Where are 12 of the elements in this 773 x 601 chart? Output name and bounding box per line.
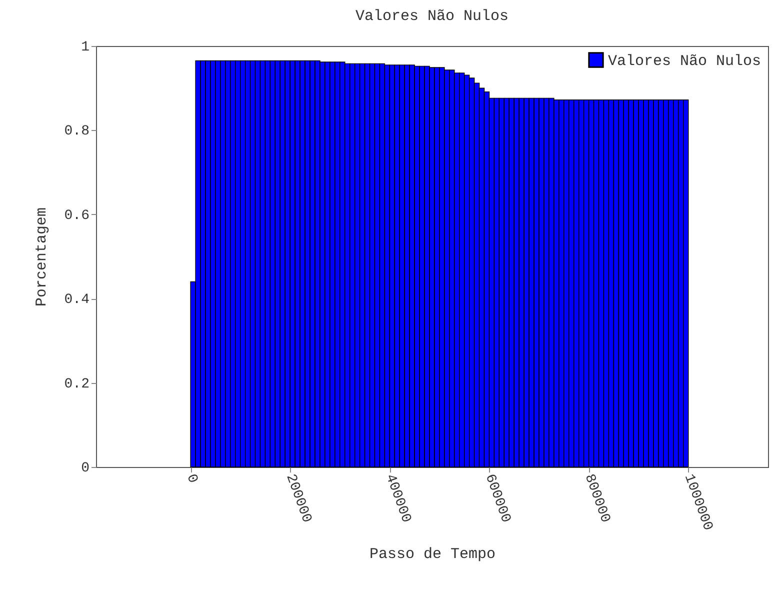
y-tick-label: 0.4	[64, 292, 90, 308]
y-tick-label: 1	[81, 40, 90, 56]
y-tick-label: 0.6	[64, 208, 90, 224]
y-tick-label: 0.2	[64, 376, 90, 392]
y-tick-label: 0.8	[64, 124, 90, 140]
x-tick-label: 0	[182, 472, 201, 486]
y-axis-title: Porcentagem	[33, 207, 50, 307]
y-tick-label: 0	[81, 460, 90, 476]
legend-label: Valores Não Nulos	[608, 53, 762, 70]
x-tick-label: 400000	[382, 472, 414, 525]
x-axis-title: Passo de Tempo	[369, 546, 496, 564]
chart-title: Valores Não Nulos	[355, 8, 509, 25]
